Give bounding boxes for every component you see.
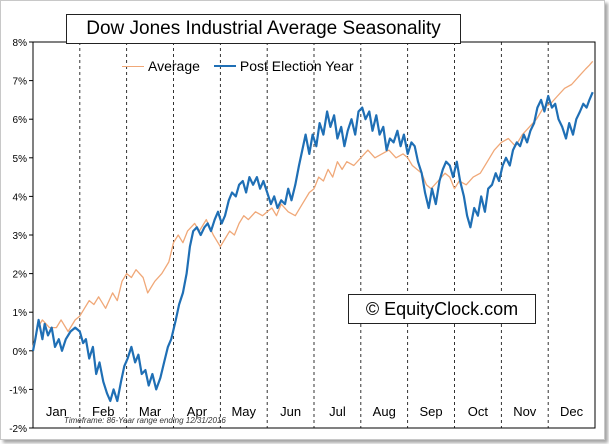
y-tick-label: 4% bbox=[13, 192, 28, 203]
y-tick-label: 3% bbox=[13, 231, 28, 242]
month-label: Feb bbox=[92, 404, 114, 419]
legend-swatch-average bbox=[122, 65, 144, 67]
month-label: Sep bbox=[420, 404, 443, 419]
series-line-post-election-year bbox=[31, 91, 594, 403]
month-label: Jan bbox=[46, 404, 67, 419]
x-axis: Jan Feb Mar Apr May Jun Jul Aug Sep Oct Nov Dec bbox=[46, 404, 584, 419]
y-tick-label: -2% bbox=[9, 424, 27, 435]
y-tick-label: -1% bbox=[9, 385, 27, 396]
month-grid bbox=[79, 42, 549, 428]
month-label: Aug bbox=[373, 404, 396, 419]
y-tick-label: 1% bbox=[13, 308, 28, 319]
legend-item-average: Average bbox=[122, 58, 200, 74]
y-tick-label: 6% bbox=[13, 115, 28, 126]
legend-label-post-election: Post Election Year bbox=[239, 58, 354, 74]
footnote: Timeframe: 86-Year range ending 12/31/20… bbox=[64, 416, 226, 425]
y-tick-label: 5% bbox=[13, 154, 28, 165]
month-label: Mar bbox=[139, 404, 162, 419]
y-tick-label: 0% bbox=[13, 347, 28, 358]
legend-label-average: Average bbox=[148, 58, 200, 74]
month-label: Apr bbox=[187, 404, 208, 419]
chart-title: Dow Jones Industrial Average Seasonality bbox=[66, 14, 461, 44]
legend-swatch-post-election bbox=[213, 65, 236, 67]
month-label: May bbox=[231, 404, 256, 419]
month-label: Dec bbox=[560, 404, 584, 419]
y-tick-label: 7% bbox=[13, 77, 28, 88]
series-line-average bbox=[32, 60, 594, 348]
y-axis: -2% -1% 0% 1% 2% 3% 4% 5% 6% 7% 8% bbox=[9, 38, 33, 435]
y-tick-label: 2% bbox=[13, 270, 28, 281]
legend-item-post-election: Post Election Year bbox=[213, 58, 354, 74]
month-label: Oct bbox=[468, 404, 489, 419]
month-label: Nov bbox=[513, 404, 537, 419]
y-tick-label: 8% bbox=[13, 38, 28, 49]
series-group bbox=[31, 60, 594, 403]
watermark: © EquityClock.com bbox=[348, 294, 536, 324]
legend: Average Post Election Year bbox=[122, 58, 368, 74]
month-label: Jun bbox=[280, 404, 301, 419]
month-label: Jul bbox=[329, 404, 346, 419]
